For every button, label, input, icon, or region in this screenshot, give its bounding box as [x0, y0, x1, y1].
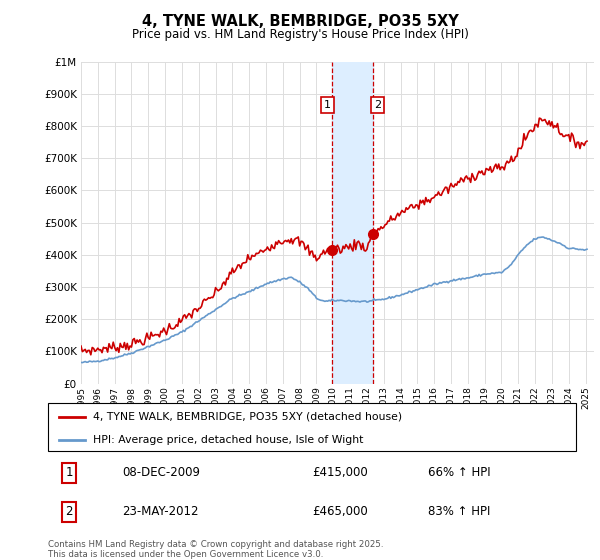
Text: 66% ↑ HPI: 66% ↑ HPI: [428, 466, 491, 479]
Text: £415,000: £415,000: [312, 466, 368, 479]
Text: 2: 2: [65, 505, 73, 518]
Text: 4, TYNE WALK, BEMBRIDGE, PO35 5XY: 4, TYNE WALK, BEMBRIDGE, PO35 5XY: [142, 14, 458, 29]
Text: 4, TYNE WALK, BEMBRIDGE, PO35 5XY (detached house): 4, TYNE WALK, BEMBRIDGE, PO35 5XY (detac…: [93, 412, 402, 422]
Text: HPI: Average price, detached house, Isle of Wight: HPI: Average price, detached house, Isle…: [93, 435, 363, 445]
Text: Contains HM Land Registry data © Crown copyright and database right 2025.
This d: Contains HM Land Registry data © Crown c…: [48, 540, 383, 559]
Text: 1: 1: [65, 466, 73, 479]
Text: 2: 2: [374, 100, 381, 110]
Text: Price paid vs. HM Land Registry's House Price Index (HPI): Price paid vs. HM Land Registry's House …: [131, 28, 469, 41]
Text: 83% ↑ HPI: 83% ↑ HPI: [428, 505, 491, 518]
Text: 08-DEC-2009: 08-DEC-2009: [122, 466, 200, 479]
Text: £465,000: £465,000: [312, 505, 368, 518]
Text: 1: 1: [324, 100, 331, 110]
Text: 23-MAY-2012: 23-MAY-2012: [122, 505, 199, 518]
Bar: [332, 62, 373, 384]
